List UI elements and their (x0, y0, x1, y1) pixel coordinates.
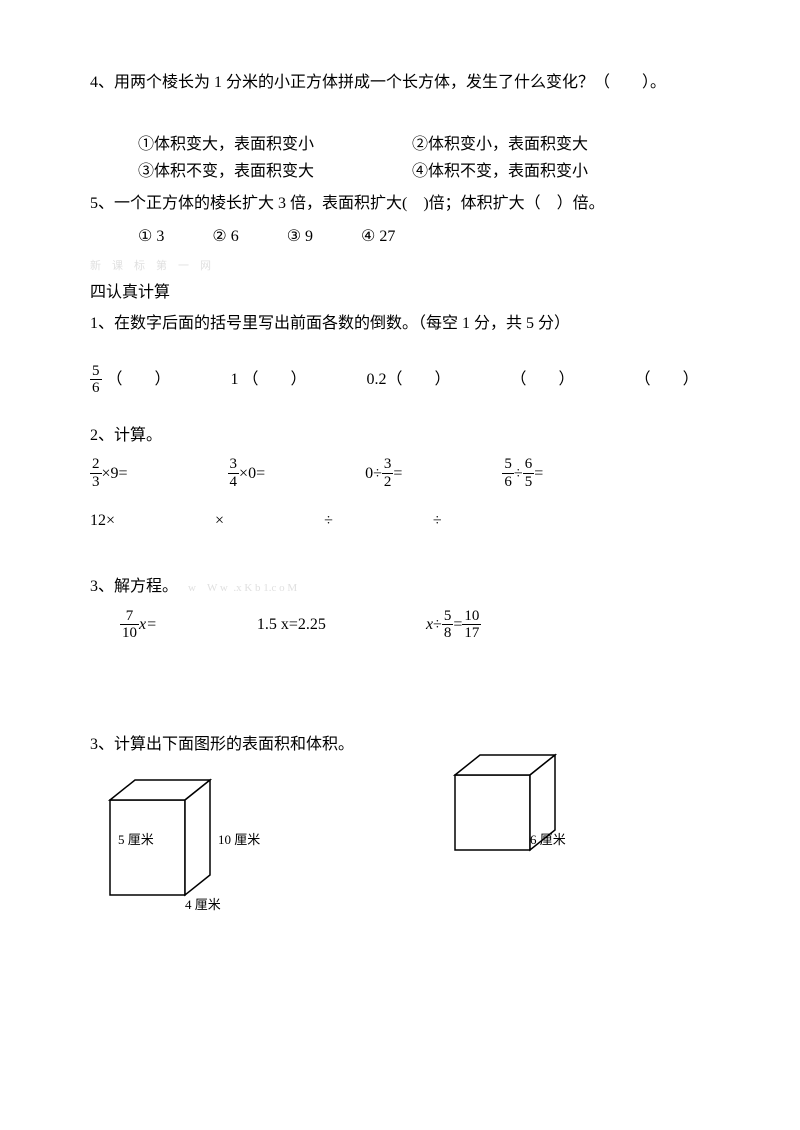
q4-options-row2: ③体积不变，表面积变大 ④体积不变，表面积变小 (138, 159, 710, 185)
q3-eq1: 7 10 x= (120, 608, 157, 642)
q2-r2-1: 12× (90, 508, 115, 534)
section4-q1: 1、在数字后面的括号里写出前面各数的倒数。（每空 1 分，共 5 分） (90, 311, 710, 337)
q3-eq1-x: x= (139, 612, 157, 638)
q1-item5: （ ） (635, 367, 699, 393)
q3-eq3-x: x (426, 612, 433, 638)
q2-expr4: 5 6 ÷ 6 5 = (502, 456, 543, 490)
q2-r2-4: ÷ (433, 508, 442, 534)
fraction-7-10: 7 10 (120, 608, 139, 642)
cuboid-label-w: 10 厘米 (218, 830, 260, 851)
q2-row2: 12× × ÷ ÷ (90, 508, 710, 534)
q5-options: ① 3 ② 6 ③ 9 ④ 27 (138, 224, 710, 250)
q3-eq3: x ÷ 5 8 = 10 17 (426, 608, 481, 642)
question-5: 5、一个正方体的棱长扩大 3 倍，表面积扩大( )倍；体积扩大（ ）倍。 (90, 191, 710, 217)
cuboid-label-d: 4 厘米 (185, 895, 221, 916)
q2-r2-2: × (215, 508, 224, 534)
cuboid-figure: 5 厘米 10 厘米 4 厘米 (90, 775, 290, 925)
fraction-6-5: 6 5 (523, 456, 535, 490)
cube-figure: 6 厘米 (440, 750, 620, 890)
q1-items: 5 6 （ ） 1 （ ） 0.2（ ） （ ） （ ） (90, 363, 710, 397)
q1-item2: 1 （ ） (231, 367, 307, 393)
q4-opt3: ③体积不变，表面积变大 (138, 163, 314, 180)
q4-opt2: ②体积变小，表面积变大 (412, 136, 588, 153)
q1-item3: 0.2（ ） (367, 367, 451, 393)
fraction-10-17: 10 17 (462, 608, 481, 642)
cuboid-label-h: 5 厘米 (118, 830, 154, 851)
section-4-title: 四认真计算 (90, 280, 710, 306)
q5-opt4: ④ 27 (361, 228, 395, 245)
section4-q3: 3、解方程。 w W w .x K b 1.c o M (90, 574, 710, 600)
q3-text: 3、解方程。 (90, 578, 178, 595)
q2-expr3: 0÷ 3 2 = (365, 456, 402, 490)
q5-text: 5、一个正方体的棱长扩大 3 倍，表面积扩大( )倍；体积扩大（ ）倍。 (90, 195, 605, 212)
fraction-5-8: 5 8 (442, 608, 454, 642)
q4-opt4: ④体积不变，表面积变小 (412, 163, 588, 180)
q5-opt1: ① 3 (138, 228, 164, 245)
question-4: 4、用两个棱长为 1 分米的小正方体拼成一个长方体，发生了什么变化？（ ）。 (90, 70, 710, 96)
fraction-2-3: 2 3 (90, 456, 102, 490)
q2-expr2: 3 4 ×0= (228, 456, 266, 490)
fraction-3-4: 3 4 (228, 456, 240, 490)
shapes-row: 5 厘米 10 厘米 4 厘米 6 厘米 (90, 775, 710, 925)
q3-equations: 7 10 x= 1.5 x=2.25 x ÷ 5 8 = 10 17 (120, 608, 710, 642)
watermark-1: 新 课 标 第 一 网 (90, 258, 710, 276)
q2-expr1: 2 3 ×9= (90, 456, 128, 490)
section4-q2: 2、计算。 (90, 423, 710, 449)
cube-label: 6 厘米 (530, 830, 566, 851)
fraction-5-6: 5 6 (90, 363, 102, 397)
q5-opt3: ③ 9 (287, 228, 313, 245)
q4-options-row1: ①体积变大，表面积变小 ②体积变小，表面积变大 (138, 132, 710, 158)
q5-opt2: ② 6 (212, 228, 238, 245)
q1-item4: （ ） (511, 367, 575, 393)
fraction-3-2: 3 2 (382, 456, 394, 490)
fraction-5-6: 5 6 (502, 456, 514, 490)
q2-r2-3: ÷ (324, 508, 333, 534)
q1-item1: 5 6 （ ） (90, 363, 171, 397)
q4-opt1: ①体积变大，表面积变小 (138, 136, 314, 153)
q3-eq2: 1.5 x=2.25 (257, 612, 326, 638)
q4-text: 4、用两个棱长为 1 分米的小正方体拼成一个长方体，发生了什么变化？（ ）。 (90, 74, 666, 91)
q2-row1: 2 3 ×9= 3 4 ×0= 0÷ 3 2 = 5 6 ÷ 6 5 = (90, 456, 710, 490)
watermark-2: w W w .x K b 1.c o M (188, 582, 297, 594)
